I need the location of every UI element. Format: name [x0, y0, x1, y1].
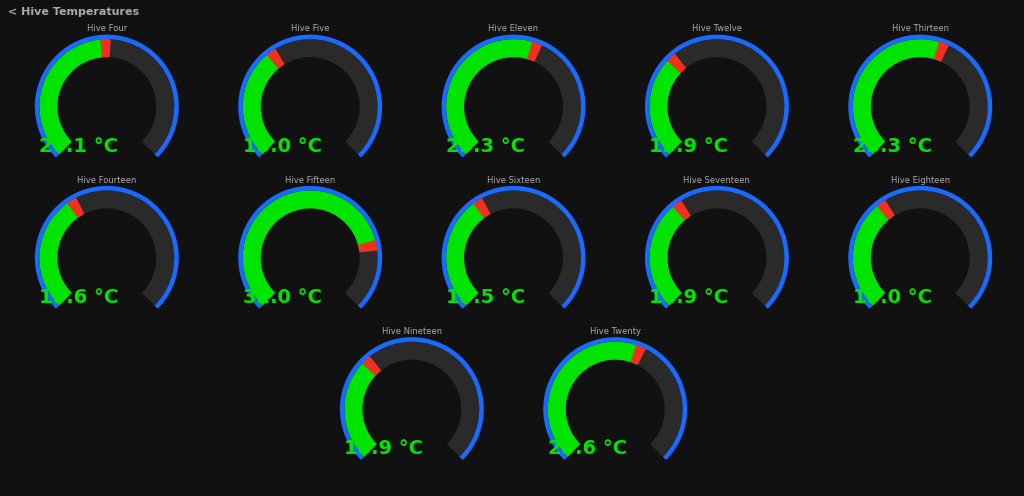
Wedge shape — [673, 200, 691, 220]
Wedge shape — [668, 54, 686, 73]
Wedge shape — [446, 39, 539, 154]
Wedge shape — [853, 39, 988, 154]
Text: Hive Twelve: Hive Twelve — [692, 24, 742, 33]
Wedge shape — [544, 337, 687, 460]
Wedge shape — [649, 56, 684, 154]
Text: 15.0 °C: 15.0 °C — [243, 137, 322, 156]
Text: Hive Thirteen: Hive Thirteen — [892, 24, 949, 33]
Wedge shape — [243, 190, 378, 306]
Wedge shape — [848, 186, 992, 309]
Wedge shape — [934, 42, 949, 62]
Wedge shape — [446, 200, 488, 306]
Wedge shape — [35, 186, 179, 309]
Text: Hive Fourteen: Hive Fourteen — [77, 176, 136, 185]
Wedge shape — [362, 356, 381, 375]
Wedge shape — [649, 39, 784, 154]
Wedge shape — [631, 345, 646, 365]
Text: < Hive Temperatures: < Hive Temperatures — [8, 7, 139, 17]
Text: 23.3 °C: 23.3 °C — [853, 137, 932, 156]
Wedge shape — [267, 49, 285, 69]
Wedge shape — [848, 35, 992, 157]
Wedge shape — [100, 39, 111, 58]
Wedge shape — [239, 35, 382, 157]
Text: Hive Fifteen: Hive Fifteen — [285, 176, 335, 185]
Wedge shape — [344, 342, 479, 457]
Wedge shape — [243, 39, 378, 154]
Text: 14.9 °C: 14.9 °C — [649, 288, 728, 307]
Wedge shape — [473, 198, 490, 218]
Wedge shape — [35, 35, 179, 157]
Text: Hive Nineteen: Hive Nineteen — [382, 327, 442, 336]
Wedge shape — [853, 202, 893, 306]
Wedge shape — [645, 35, 788, 157]
Text: Hive Seventeen: Hive Seventeen — [683, 176, 751, 185]
Wedge shape — [548, 342, 643, 457]
Text: 20.1 °C: 20.1 °C — [39, 137, 119, 156]
Wedge shape — [39, 199, 82, 306]
Wedge shape — [243, 190, 377, 306]
Wedge shape — [645, 186, 788, 309]
Wedge shape — [441, 35, 586, 157]
Text: 13.9 °C: 13.9 °C — [649, 137, 728, 156]
Text: 32.0 °C: 32.0 °C — [243, 288, 322, 307]
Text: Hive Five: Hive Five — [291, 24, 330, 33]
Wedge shape — [68, 198, 84, 218]
Wedge shape — [39, 39, 174, 154]
Text: 15.5 °C: 15.5 °C — [446, 288, 525, 307]
Wedge shape — [358, 240, 377, 252]
Wedge shape — [446, 39, 581, 154]
Text: 23.6 °C: 23.6 °C — [548, 439, 627, 458]
Wedge shape — [446, 190, 581, 306]
Wedge shape — [39, 39, 108, 154]
Wedge shape — [39, 190, 174, 306]
Wedge shape — [649, 202, 689, 306]
Wedge shape — [853, 190, 988, 306]
Wedge shape — [527, 42, 542, 62]
Wedge shape — [877, 200, 895, 220]
Wedge shape — [649, 190, 784, 306]
Text: 15.0 °C: 15.0 °C — [853, 288, 932, 307]
Wedge shape — [548, 342, 683, 457]
Text: Hive Eighteen: Hive Eighteen — [891, 176, 950, 185]
Text: 23.3 °C: 23.3 °C — [446, 137, 525, 156]
Wedge shape — [853, 39, 946, 154]
Wedge shape — [441, 186, 586, 309]
Text: Hive Twenty: Hive Twenty — [590, 327, 641, 336]
Text: 13.9 °C: 13.9 °C — [344, 439, 423, 458]
Text: Hive Sixteen: Hive Sixteen — [486, 176, 541, 185]
Text: 15.6 °C: 15.6 °C — [39, 288, 119, 307]
Text: Hive Eleven: Hive Eleven — [488, 24, 539, 33]
Wedge shape — [340, 337, 483, 460]
Wedge shape — [243, 51, 283, 154]
Wedge shape — [239, 186, 382, 309]
Text: Hive Four: Hive Four — [87, 24, 127, 33]
Wedge shape — [344, 359, 379, 457]
